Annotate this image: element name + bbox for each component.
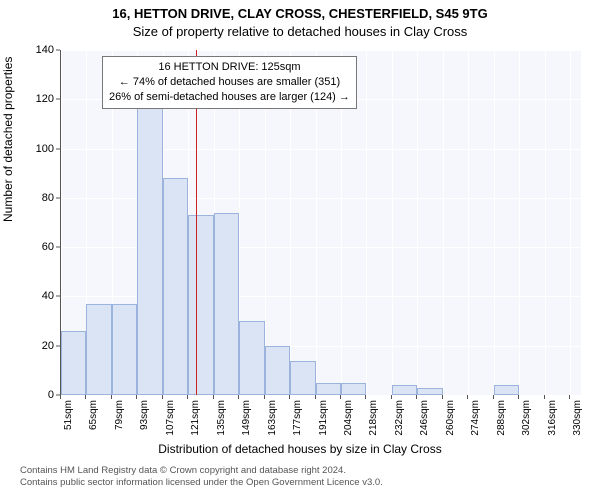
y-tick-label: 80 xyxy=(14,192,54,204)
y-tick-label: 60 xyxy=(14,241,54,253)
gridline-v xyxy=(366,50,367,395)
gridline-v xyxy=(519,50,520,395)
x-tick-mark xyxy=(136,395,137,399)
x-tick-label: 135sqm xyxy=(216,400,227,450)
gridline-v xyxy=(545,50,546,395)
y-tick-mark xyxy=(56,247,60,248)
x-tick-mark xyxy=(264,395,265,399)
x-tick-mark xyxy=(365,395,366,399)
x-tick-label: 232sqm xyxy=(394,400,405,450)
x-tick-label: 149sqm xyxy=(241,400,252,450)
x-tick-mark xyxy=(416,395,417,399)
histogram-bar xyxy=(214,213,239,395)
x-tick-label: 260sqm xyxy=(445,400,456,450)
page-title: 16, HETTON DRIVE, CLAY CROSS, CHESTERFIE… xyxy=(0,6,600,21)
x-tick-label: 302sqm xyxy=(521,400,532,450)
y-tick-mark xyxy=(56,345,60,346)
x-tick-mark xyxy=(60,395,61,399)
x-tick-label: 121sqm xyxy=(190,400,201,450)
gridline-h xyxy=(61,395,581,396)
y-tick-label: 100 xyxy=(14,143,54,155)
x-tick-mark xyxy=(315,395,316,399)
histogram-bar xyxy=(239,321,264,395)
x-tick-label: 316sqm xyxy=(547,400,558,450)
histogram-bar xyxy=(61,331,86,395)
x-tick-label: 177sqm xyxy=(292,400,303,450)
x-tick-label: 274sqm xyxy=(470,400,481,450)
x-tick-mark xyxy=(442,395,443,399)
gridline-v xyxy=(417,50,418,395)
x-tick-label: 65sqm xyxy=(88,400,99,450)
x-tick-mark xyxy=(238,395,239,399)
y-tick-label: 0 xyxy=(14,389,54,401)
y-tick-mark xyxy=(56,50,60,51)
x-tick-label: 204sqm xyxy=(343,400,354,450)
y-tick-label: 120 xyxy=(14,93,54,105)
histogram-bar xyxy=(417,388,442,395)
y-tick-mark xyxy=(56,99,60,100)
footer-line: Contains public sector information licen… xyxy=(20,477,383,489)
annotation-line: 26% of semi-detached houses are larger (… xyxy=(109,90,350,105)
y-tick-label: 20 xyxy=(14,340,54,352)
x-tick-label: 51sqm xyxy=(63,400,74,450)
histogram-bar xyxy=(494,385,519,395)
x-tick-mark xyxy=(493,395,494,399)
x-tick-label: 107sqm xyxy=(165,400,176,450)
annotation-line: 16 HETTON DRIVE: 125sqm xyxy=(109,60,350,75)
x-tick-label: 93sqm xyxy=(139,400,150,450)
gridline-v xyxy=(494,50,495,395)
x-tick-label: 246sqm xyxy=(419,400,430,450)
gridline-h xyxy=(61,50,581,51)
annotation-box: 16 HETTON DRIVE: 125sqm ← 74% of detache… xyxy=(102,56,357,109)
histogram-bar xyxy=(163,178,188,395)
x-tick-mark xyxy=(162,395,163,399)
x-tick-mark xyxy=(111,395,112,399)
x-tick-mark xyxy=(391,395,392,399)
page-subtitle: Size of property relative to detached ho… xyxy=(0,24,600,39)
gridline-v xyxy=(443,50,444,395)
y-tick-label: 40 xyxy=(14,290,54,302)
y-tick-label: 140 xyxy=(14,44,54,56)
x-tick-mark xyxy=(85,395,86,399)
x-tick-mark xyxy=(187,395,188,399)
histogram-bar xyxy=(112,304,137,395)
footer-line: Contains HM Land Registry data © Crown c… xyxy=(20,465,383,477)
x-tick-label: 163sqm xyxy=(267,400,278,450)
x-tick-label: 191sqm xyxy=(318,400,329,450)
x-tick-mark xyxy=(544,395,545,399)
annotation-line: ← 74% of detached houses are smaller (35… xyxy=(109,75,350,90)
histogram-bar xyxy=(316,383,341,395)
x-tick-label: 79sqm xyxy=(114,400,125,450)
footer-text: Contains HM Land Registry data © Crown c… xyxy=(20,465,383,490)
gridline-v xyxy=(468,50,469,395)
gridline-v xyxy=(392,50,393,395)
x-tick-mark xyxy=(340,395,341,399)
x-tick-label: 288sqm xyxy=(496,400,507,450)
histogram-bar xyxy=(392,385,417,395)
histogram-bar xyxy=(265,346,290,395)
y-tick-mark xyxy=(56,148,60,149)
histogram-bar xyxy=(188,215,213,395)
x-tick-mark xyxy=(289,395,290,399)
x-tick-mark xyxy=(213,395,214,399)
y-tick-mark xyxy=(56,296,60,297)
x-tick-mark xyxy=(467,395,468,399)
histogram-bar xyxy=(86,304,111,395)
x-tick-mark xyxy=(518,395,519,399)
histogram-bar xyxy=(341,383,366,395)
y-tick-mark xyxy=(56,197,60,198)
histogram-bar xyxy=(290,361,315,396)
x-tick-label: 330sqm xyxy=(572,400,583,450)
x-tick-label: 218sqm xyxy=(368,400,379,450)
gridline-v xyxy=(570,50,571,395)
y-axis-label: Number of detached properties xyxy=(1,57,15,222)
histogram-bar xyxy=(137,104,162,395)
x-tick-mark xyxy=(569,395,570,399)
